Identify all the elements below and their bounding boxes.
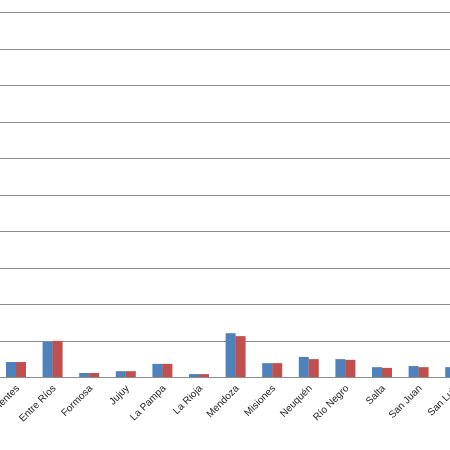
bar: [16, 362, 26, 377]
bar: [408, 366, 419, 377]
x-tick-label: San Luis: [426, 383, 450, 418]
bar: [115, 371, 126, 377]
bar: [189, 374, 199, 377]
bar: [162, 363, 173, 377]
x-tick-label: Salta: [364, 383, 388, 407]
bar: [262, 363, 273, 377]
bar: [79, 372, 90, 377]
bar: [418, 367, 429, 377]
bar: [152, 363, 163, 377]
bar: [272, 363, 283, 377]
bar: [199, 374, 209, 377]
bar: [225, 333, 236, 377]
x-tick-label: Mendoza: [205, 383, 242, 420]
x-tick-label: La Pampa: [128, 383, 168, 423]
bar: [235, 336, 246, 377]
x-tick-label: San Juan: [387, 383, 425, 421]
bar: [52, 340, 63, 377]
x-tick-label: Neuquén: [278, 383, 314, 419]
bar: [335, 359, 346, 377]
bar: [308, 359, 319, 377]
x-tick-label: Formosa: [60, 383, 96, 419]
bar: [125, 371, 136, 377]
bar: [382, 367, 392, 377]
bar: [372, 367, 382, 377]
bar: [445, 367, 450, 377]
x-tick-label: La Rioja: [171, 383, 205, 417]
bar: [6, 362, 16, 377]
x-tick-label: Río Negro: [311, 383, 351, 423]
bar: [345, 359, 356, 377]
x-tick-label: Misiones: [243, 383, 279, 419]
x-tick-label: Entre Ríos: [17, 383, 58, 424]
bar: [298, 356, 309, 377]
bar: [89, 372, 100, 377]
bar: [42, 341, 53, 377]
x-tick-label: Jujuy: [107, 383, 131, 407]
